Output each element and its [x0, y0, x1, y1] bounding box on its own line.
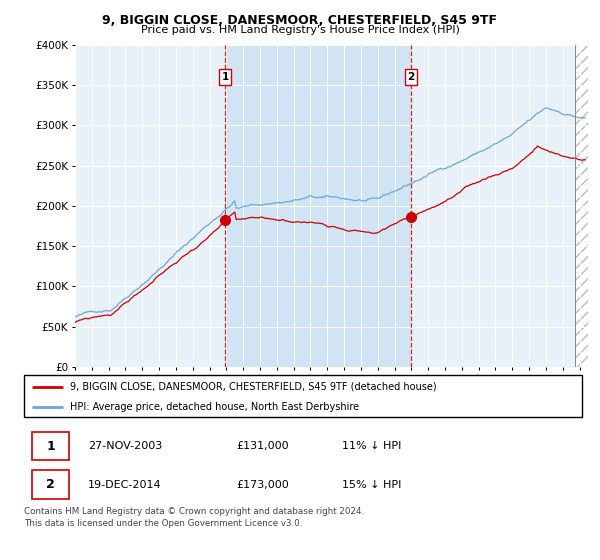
Text: 19-DEC-2014: 19-DEC-2014: [88, 479, 162, 489]
Text: 9, BIGGIN CLOSE, DANESMOOR, CHESTERFIELD, S45 9TF: 9, BIGGIN CLOSE, DANESMOOR, CHESTERFIELD…: [103, 14, 497, 27]
Text: 1: 1: [221, 72, 229, 82]
Text: HPI: Average price, detached house, North East Derbyshire: HPI: Average price, detached house, Nort…: [70, 402, 359, 412]
Text: £131,000: £131,000: [236, 441, 289, 451]
Text: £173,000: £173,000: [236, 479, 289, 489]
Text: Price paid vs. HM Land Registry's House Price Index (HPI): Price paid vs. HM Land Registry's House …: [140, 25, 460, 35]
Text: 15% ↓ HPI: 15% ↓ HPI: [342, 479, 401, 489]
Text: 2: 2: [407, 72, 415, 82]
Bar: [32, 470, 68, 499]
Bar: [225, 45, 411, 367]
Text: 1: 1: [46, 440, 55, 452]
Text: 2: 2: [46, 478, 55, 491]
Bar: [575, 45, 588, 367]
Text: Contains HM Land Registry data © Crown copyright and database right 2024.
This d: Contains HM Land Registry data © Crown c…: [24, 507, 364, 528]
Text: 9, BIGGIN CLOSE, DANESMOOR, CHESTERFIELD, S45 9TF (detached house): 9, BIGGIN CLOSE, DANESMOOR, CHESTERFIELD…: [70, 382, 436, 392]
Text: 27-NOV-2003: 27-NOV-2003: [88, 441, 163, 451]
Text: 11% ↓ HPI: 11% ↓ HPI: [342, 441, 401, 451]
Bar: [32, 432, 68, 460]
